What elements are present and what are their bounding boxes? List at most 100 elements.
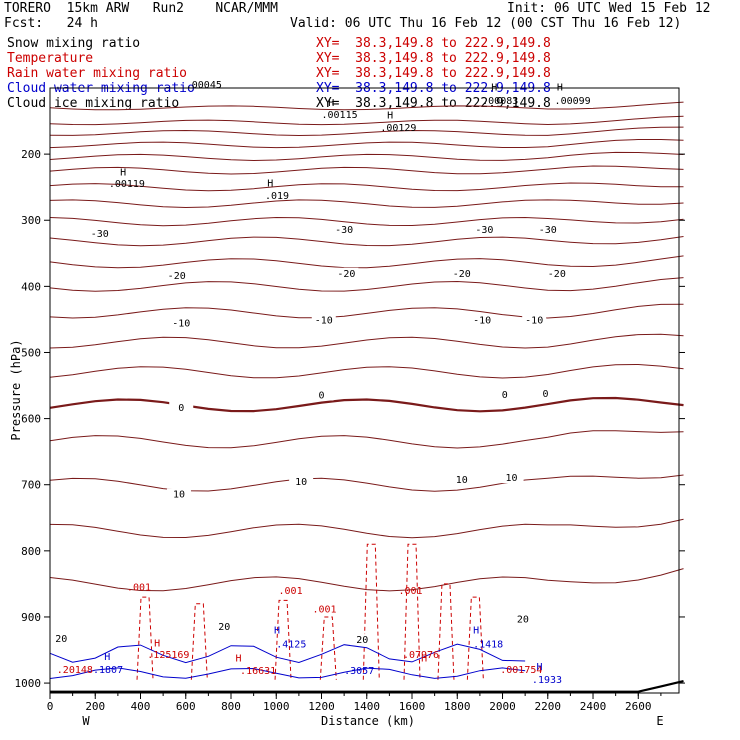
label-bg	[169, 317, 194, 329]
label-bg	[544, 267, 569, 279]
label-bg	[166, 488, 191, 500]
extremum-label: H	[104, 652, 110, 663]
extremum-label: H	[473, 625, 479, 636]
extremum-label: .1418	[473, 639, 503, 650]
temperature-label: -30	[539, 225, 557, 236]
temperature-label: 0	[178, 403, 184, 414]
rain-water-contour	[190, 603, 208, 680]
x-tick-label: 2000	[489, 700, 516, 713]
temperature-label: -20	[548, 269, 566, 280]
temperature-label: -20	[337, 269, 355, 280]
x-axis-west-label: W	[82, 714, 90, 728]
label-bg	[449, 474, 474, 486]
extremum-label: .20148	[57, 665, 93, 676]
extremum-label: .125169	[147, 650, 189, 661]
rain-water-contour	[136, 596, 154, 680]
temperature-label: -10	[525, 316, 543, 327]
cloud-water-contour	[49, 667, 526, 679]
label-bg	[212, 620, 237, 632]
temperature-contour	[49, 303, 684, 319]
temperature-label: -20	[168, 271, 186, 282]
rain-water-contour	[437, 583, 455, 680]
y-axis-title: Pressure (hPa)	[9, 339, 23, 440]
y-tick-label: 700	[21, 479, 41, 492]
extremum-label: .00083	[482, 96, 518, 107]
label-bg	[49, 632, 74, 644]
label-bg	[164, 269, 189, 281]
temperature-contour	[49, 216, 684, 227]
extremum-label: .00045	[186, 80, 222, 91]
temperature-label: 20	[517, 615, 529, 626]
temperature-label: -10	[172, 318, 190, 329]
field-snow-label: Snow mixing ratio	[7, 36, 141, 51]
temperature-label: -30	[335, 225, 353, 236]
label-bg	[472, 224, 497, 236]
temperature-contour	[49, 115, 684, 126]
x-tick-label: 0	[47, 700, 54, 713]
extremum-label: .00119	[109, 179, 145, 190]
temperature-label: -30	[91, 229, 109, 240]
label-bg	[492, 388, 517, 400]
temperature-contour	[49, 430, 684, 449]
x-tick-label: 200	[85, 700, 105, 713]
y-tick-label: 500	[21, 346, 41, 359]
temperature-label: 10	[173, 490, 185, 501]
x-tick-label: 1200	[308, 700, 335, 713]
extremum-label: .019	[265, 191, 289, 202]
extremum-label: .4125	[276, 639, 306, 650]
extremum-label: H	[236, 653, 242, 664]
temperature-label: 20	[55, 634, 67, 645]
extremum-label: H	[387, 110, 393, 121]
valid-time: Valid: 06 UTC Thu 16 Feb 12 (00 CST Thu …	[290, 16, 682, 31]
extremum-label: .00115	[322, 110, 358, 121]
temperature-label: 0	[318, 390, 324, 401]
temperature-contour	[49, 568, 684, 592]
temperature-label: 20	[356, 635, 368, 646]
label-bg	[533, 388, 558, 400]
extremum-label: .3057	[344, 666, 374, 677]
rain-water-contour	[362, 543, 380, 680]
temperature-contour	[49, 396, 684, 413]
extremum-label: .001	[398, 586, 422, 597]
label-bg	[334, 267, 359, 279]
label-bg	[470, 314, 495, 326]
label-bg	[449, 267, 474, 279]
x-tick-label: 1400	[354, 700, 381, 713]
field-rain-label: Rain water mixing ratio	[7, 66, 188, 81]
x-tick-label: 400	[131, 700, 151, 713]
temperature-label: 10	[456, 475, 468, 486]
extremum-label: .001754	[500, 665, 542, 676]
x-tick-label: 1800	[444, 700, 471, 713]
temperature-contour	[49, 363, 684, 379]
x-tick-label: 800	[221, 700, 241, 713]
label-bg	[522, 314, 547, 326]
temperature-contour	[49, 333, 684, 349]
extremum-label: .1933	[532, 675, 562, 686]
init-time: Init: 06 UTC Wed 15 Feb 12	[507, 1, 711, 16]
extremum-label: H	[328, 98, 334, 109]
temperature-contour	[49, 126, 684, 137]
x-tick-label: 2400	[580, 700, 607, 713]
temperature-label: -30	[475, 225, 493, 236]
y-tick-label: 200	[21, 148, 41, 161]
x-tick-label: 1000	[263, 700, 290, 713]
label-bg	[350, 634, 375, 646]
extremum-label: H	[421, 653, 427, 664]
x-axis-title: Distance (km)	[321, 714, 415, 728]
temperature-label: 0	[502, 390, 508, 401]
label-bg	[289, 476, 314, 488]
extremum-label: .07976	[403, 650, 439, 661]
temperature-contour	[49, 101, 684, 111]
field-temperature-xy: XY= 38.3,149.8 to 222.9,149.8	[316, 51, 551, 66]
temperature-contour	[49, 236, 684, 247]
temperature-contour	[49, 139, 684, 149]
extremum-label: H	[120, 167, 126, 178]
temperature-label: 10	[506, 473, 518, 484]
forecast-hour: Fcst: 24 h	[4, 16, 98, 31]
extremum-label: .00129	[380, 123, 416, 134]
y-tick-label: 900	[21, 611, 41, 624]
label-bg	[510, 613, 535, 625]
field-rain-xy: XY= 38.3,149.8 to 222.9,149.8	[316, 66, 551, 81]
label-bg	[332, 224, 357, 236]
y-tick-label: 800	[21, 545, 41, 558]
